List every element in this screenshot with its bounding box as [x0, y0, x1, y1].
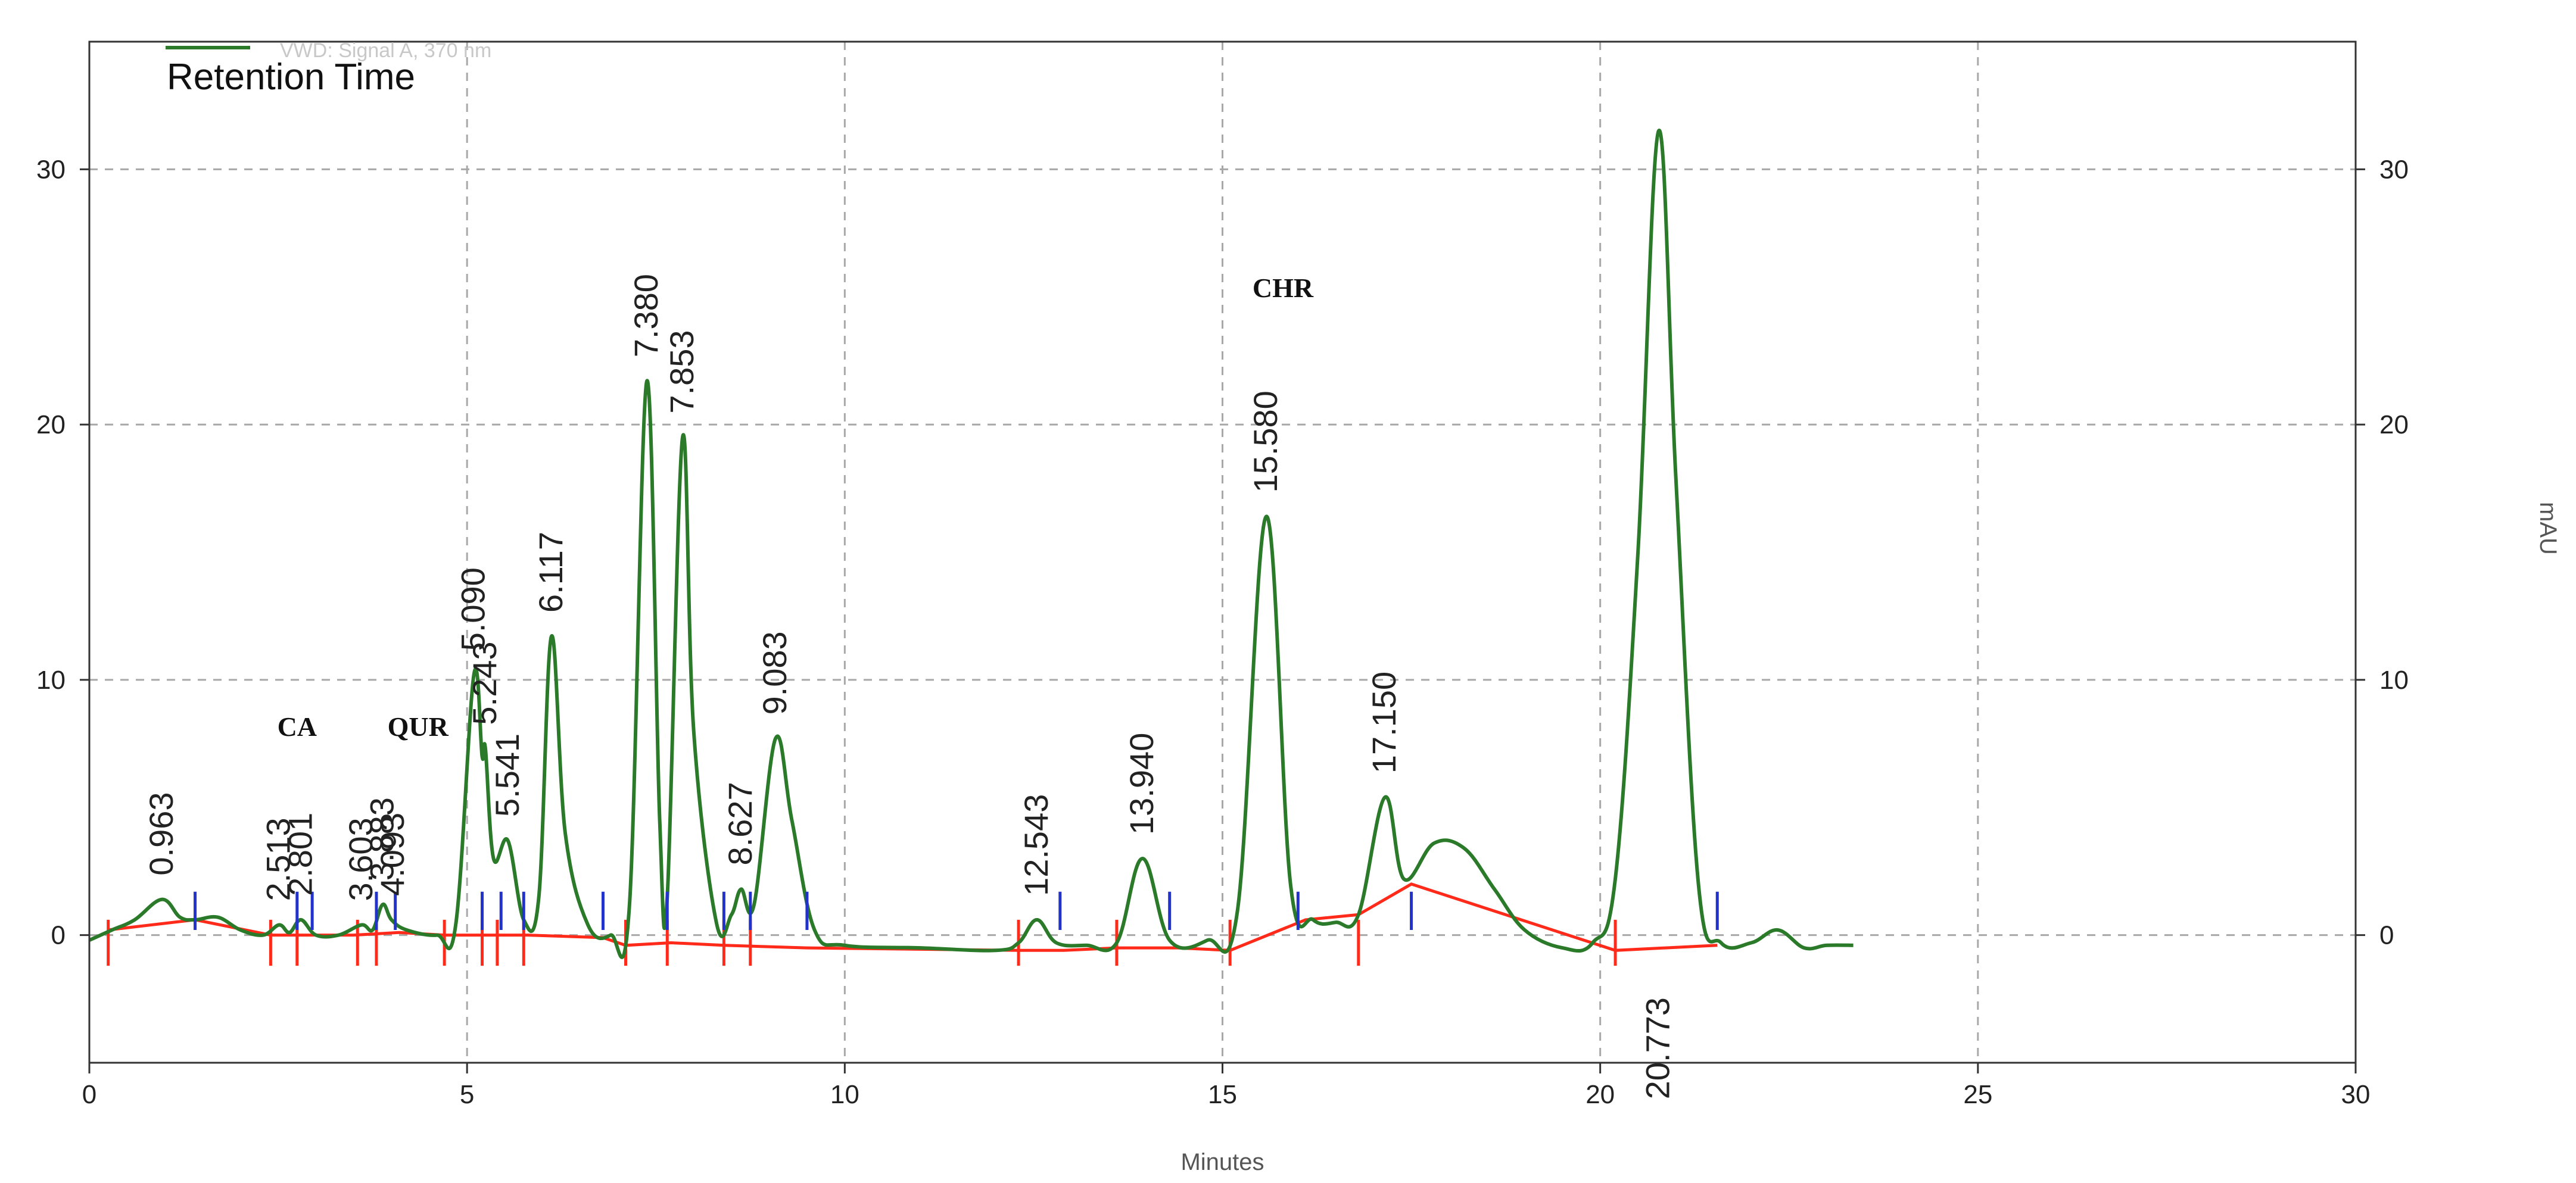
peak-retention-label: 5.541	[488, 733, 526, 817]
peak-retention-label: 9.083	[756, 631, 793, 714]
peak-retention-label: 2.801	[281, 813, 319, 896]
legend-entry-label: Retention Time	[167, 57, 415, 98]
x-tick-label: 25	[1963, 1080, 1992, 1109]
peak-retention-label: 15.580	[1247, 391, 1284, 492]
compound-annotation: CHR	[1253, 273, 1314, 303]
peak-retention-label: 6.117	[532, 532, 569, 613]
peak-retention-label: 5.090	[454, 567, 492, 651]
x-tick-label: 20	[1586, 1080, 1615, 1109]
peak-retention-label: 3.603	[342, 817, 379, 901]
peak-retention-label: 3.883	[363, 797, 400, 881]
y-tick-label-right: 20	[2379, 410, 2409, 439]
x-tick-label: 10	[830, 1080, 859, 1109]
x-axis-title: Minutes	[1180, 1149, 1264, 1175]
y-tick-label-right: 30	[2379, 155, 2409, 184]
y-tick-label-right: 0	[2379, 921, 2394, 950]
y-tick-label-right: 10	[2379, 666, 2409, 695]
peak-retention-label: 0.963	[142, 792, 180, 875]
compound-annotation: QUR	[388, 711, 449, 742]
annotation-layer: CA QUR CHR	[278, 273, 1314, 742]
legend-faded-text: VWD: Signal A, 370 nm	[280, 39, 491, 62]
peak-retention-label: 7.853	[663, 330, 700, 413]
trace-layer	[88, 129, 1854, 959]
series-line-retention-time	[88, 129, 1854, 959]
compound-annotation: CA	[278, 711, 317, 742]
right-axis-title: mAU	[2535, 502, 2561, 555]
grid-layer	[89, 42, 2356, 1063]
tick-label-layer: 0 5 10 15 20 25 30 0 0 10 10 20 20 30 30	[36, 155, 2409, 1109]
y-tick-label-left: 10	[36, 666, 66, 695]
x-tick-label: 5	[460, 1080, 474, 1109]
peak-retention-label: 7.380	[627, 274, 665, 357]
peak-retention-label: 17.150	[1365, 672, 1403, 773]
peak-retention-label: 13.940	[1123, 733, 1160, 835]
x-tick-label: 0	[82, 1080, 96, 1109]
peak-retention-label: 12.543	[1017, 794, 1055, 896]
y-tick-label-left: 0	[51, 921, 66, 950]
y-tick-label-left: 30	[36, 155, 66, 184]
y-tick-label-left: 20	[36, 410, 66, 439]
peak-retention-label: 20.773	[1639, 997, 1677, 1099]
x-tick-label: 15	[1208, 1080, 1237, 1109]
peak-retention-label: 2.513	[260, 817, 297, 901]
x-tick-label: 30	[2341, 1080, 2371, 1109]
peak-retention-label: 5.243	[466, 641, 503, 725]
peak-retention-label: 8.627	[721, 782, 759, 865]
peak-retention-label: 4.093	[373, 813, 411, 896]
peak-marker-layer	[194, 891, 1719, 931]
